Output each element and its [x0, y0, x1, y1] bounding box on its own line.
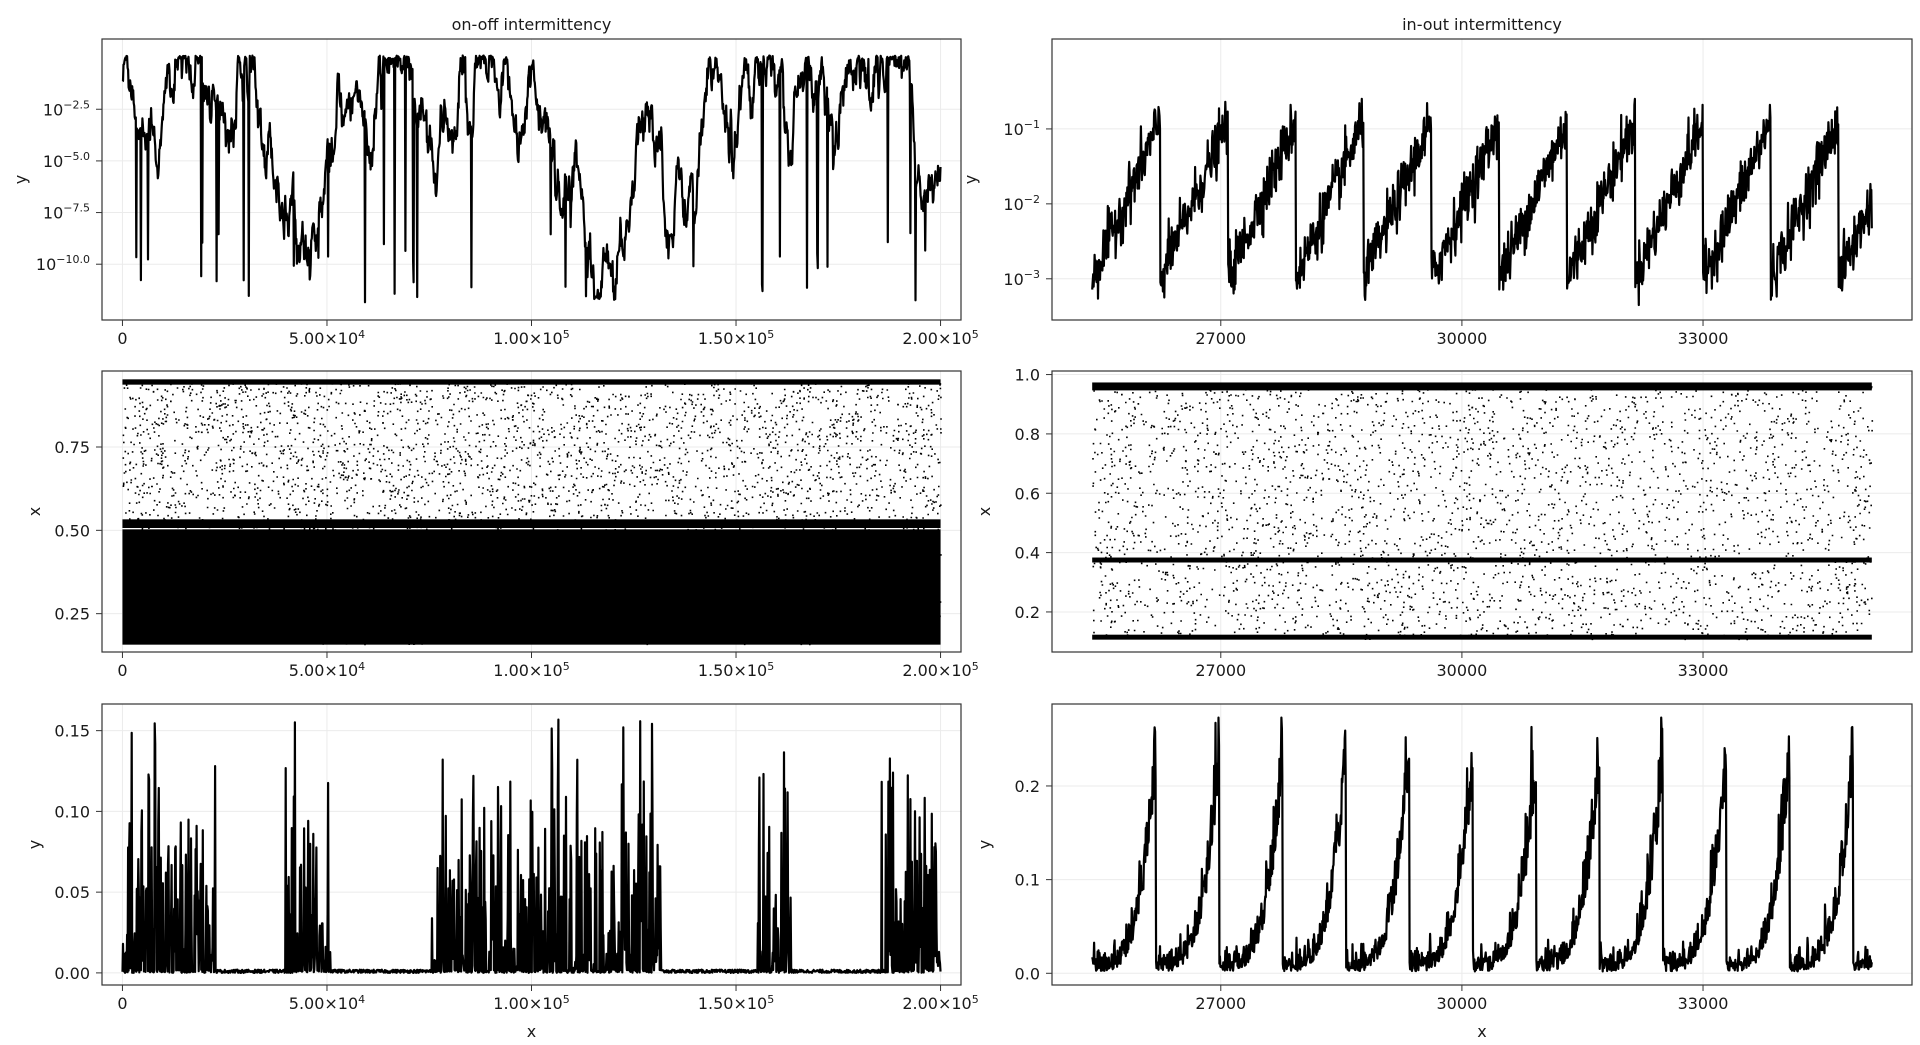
- series-onoff-y-linear: [121, 718, 942, 975]
- y-tick-label: 0.0: [1015, 964, 1040, 983]
- y-tick-label: 0.75: [54, 438, 90, 457]
- panel-inout-y: 27000 30000 33000 10−1 10−2 10−3 in-out interm…: [961, 15, 1913, 348]
- scatter-points: [1092, 383, 1874, 641]
- x-tick-label: 0: [117, 661, 127, 680]
- y-tick-label: 10−2.5: [43, 98, 90, 119]
- chart-title: on-off intermittency: [452, 15, 612, 34]
- series-inout-y: [1091, 97, 1873, 307]
- scatter-points: [122, 380, 942, 646]
- y-tick-label: 0.15: [54, 722, 90, 741]
- y-tick-label: 0.10: [54, 802, 90, 821]
- x-tick-label: 5.00×104: [289, 993, 365, 1013]
- x-tick-label: 27000: [1195, 994, 1246, 1013]
- series-line: [1091, 97, 1873, 307]
- y-axis-label: x: [25, 507, 44, 516]
- axes-frame: [1051, 370, 1913, 653]
- y-tick-label: 0.05: [54, 883, 90, 902]
- panel-onoff-y: 0 5.00×104 1.00×105 1.50×105 2.00×105 10−2.5 1…: [11, 15, 979, 348]
- y-axis-label: y: [25, 840, 44, 849]
- series-inout-x: [1092, 382, 1874, 641]
- y-tick-label: 0.00: [54, 964, 90, 983]
- y-tick-label: 0.4: [1015, 544, 1040, 563]
- x-tick-label: 5.00×104: [289, 328, 365, 348]
- y-axis-label: x: [975, 507, 994, 516]
- y-axis-label: y: [961, 175, 980, 184]
- x-tick-label: 33000: [1678, 329, 1729, 348]
- x-tick-label: 1.00×105: [493, 993, 569, 1013]
- x-tick-label: 1.50×105: [698, 993, 774, 1013]
- y-tick-label: 10−2: [1003, 193, 1040, 214]
- x-tick-label: 33000: [1678, 661, 1729, 680]
- y-tick-label: 10−5.0: [43, 150, 90, 171]
- x-tick-label: 1.50×105: [698, 660, 774, 680]
- y-tick-label: 0.6: [1015, 484, 1040, 503]
- chart-title: in-out intermittency: [1402, 15, 1562, 34]
- y-tick-label: 10−1: [1003, 118, 1040, 139]
- x-tick-label: 1.00×105: [493, 328, 569, 348]
- y-tick-label: 10−10.0: [36, 253, 90, 274]
- x-tick-label: 0: [117, 994, 127, 1013]
- x-axis-label: x: [527, 1022, 536, 1041]
- x-tick-label: 1.50×105: [698, 328, 774, 348]
- panel-onoff-x: 0 5.00×104 1.00×105 1.50×105 2.00×105 0.25 0.5…: [25, 370, 979, 680]
- x-tick-label: 2.00×105: [902, 660, 978, 680]
- series-line: [121, 54, 942, 304]
- dense-band: [1092, 557, 1872, 563]
- panel-onoff-y-linear: 0 5.00×104 1.00×105 1.50×105 2.00×105 0.00 0.0…: [25, 703, 979, 1041]
- y-tick-label: 0.8: [1015, 425, 1040, 444]
- x-tick-label: 30000: [1436, 994, 1487, 1013]
- dense-band: [122, 529, 941, 645]
- y-axis-label: y: [11, 175, 30, 184]
- x-tick-label: 5.00×104: [289, 660, 365, 680]
- y-tick-label: 0.1: [1015, 871, 1040, 890]
- y-tick-label: 0.2: [1015, 777, 1040, 796]
- dense-band: [122, 379, 941, 385]
- y-tick-label: 0.25: [54, 605, 90, 624]
- x-axis-label: x: [1477, 1022, 1486, 1041]
- axes-frame: [1051, 38, 1913, 321]
- y-tick-label: 1.0: [1015, 366, 1040, 385]
- x-tick-label: 2.00×105: [902, 993, 978, 1013]
- series-line: [121, 718, 942, 975]
- x-tick-label: 2.00×105: [902, 328, 978, 348]
- panel-inout-y-linear: 27000 30000 33000 0.0 0.1 0.2 y x: [975, 703, 1913, 1041]
- x-tick-label: 27000: [1195, 661, 1246, 680]
- x-tick-label: 30000: [1436, 329, 1487, 348]
- panel-inout-x: 27000 30000 33000 0.2 0.4 0.6 0.8 1.0 x: [975, 366, 1913, 680]
- x-tick-label: 30000: [1436, 661, 1487, 680]
- x-tick-label: 27000: [1195, 329, 1246, 348]
- y-axis-label: y: [975, 840, 994, 849]
- series-inout-y-linear: [1091, 716, 1873, 973]
- dense-band: [1092, 382, 1872, 391]
- x-tick-label: 0: [117, 329, 127, 348]
- series-line: [1091, 716, 1873, 973]
- series-onoff-x: [122, 379, 942, 646]
- x-tick-label: 33000: [1678, 994, 1729, 1013]
- dense-band: [1092, 634, 1872, 640]
- y-tick-label: 10−3: [1003, 268, 1040, 289]
- series-onoff-y: [121, 54, 942, 304]
- y-tick-label: 0.2: [1015, 603, 1040, 622]
- y-tick-label: 10−7.5: [43, 202, 90, 223]
- dense-band: [122, 519, 941, 528]
- x-tick-label: 1.00×105: [493, 660, 569, 680]
- y-tick-label: 0.50: [54, 521, 90, 540]
- axes-frame: [1051, 703, 1913, 986]
